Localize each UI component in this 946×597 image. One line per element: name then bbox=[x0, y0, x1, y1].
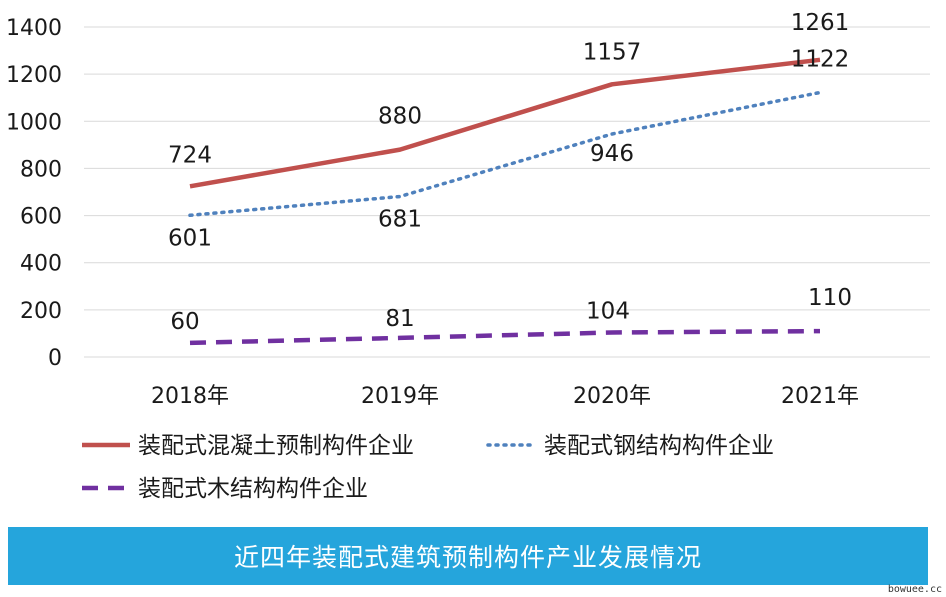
y-tick-label: 1000 bbox=[6, 110, 62, 135]
x-tick-label: 2020年 bbox=[573, 384, 651, 409]
data-label: 110 bbox=[808, 285, 852, 311]
y-tick-label: 1400 bbox=[6, 16, 62, 41]
legend-label-2: 装配式钢结构构件企业 bbox=[544, 433, 774, 459]
data-label: 880 bbox=[378, 104, 422, 130]
data-label: 681 bbox=[378, 206, 422, 232]
series-line-1 bbox=[189, 57, 821, 189]
y-tick-label: 1200 bbox=[6, 63, 62, 88]
data-labels: 724 880 1157 1261 601 681 946 1122 60 81 104 110 bbox=[168, 10, 852, 335]
data-label: 81 bbox=[385, 306, 414, 332]
legend-label-3: 装配式木结构构件企业 bbox=[138, 476, 368, 502]
legend-label-1: 装配式混凝土预制构件企业 bbox=[138, 433, 414, 459]
y-tick-label: 400 bbox=[20, 252, 62, 277]
data-label: 1122 bbox=[791, 47, 850, 73]
data-label: 724 bbox=[168, 142, 212, 168]
series-line-3 bbox=[189, 328, 821, 346]
data-label: 946 bbox=[590, 141, 634, 167]
gridlines bbox=[84, 26, 930, 358]
caption-banner: 近四年装配式建筑预制构件产业发展情况 bbox=[8, 527, 928, 585]
data-label: 601 bbox=[168, 225, 212, 251]
data-label: 60 bbox=[170, 309, 199, 335]
x-tick-label: 2021年 bbox=[781, 384, 859, 409]
y-tick-label: 0 bbox=[48, 346, 62, 371]
data-label: 1261 bbox=[791, 10, 850, 36]
x-axis-tick-labels: 2018年 2019年 2020年 2021年 bbox=[151, 384, 859, 409]
y-tick-label: 600 bbox=[20, 205, 62, 230]
y-tick-label: 800 bbox=[20, 157, 62, 182]
data-label: 104 bbox=[586, 298, 630, 324]
series-line-2 bbox=[188, 90, 822, 218]
watermark: bowuee.cc bbox=[887, 584, 942, 595]
x-tick-label: 2019年 bbox=[361, 384, 439, 409]
data-label: 1157 bbox=[583, 39, 642, 65]
line-chart: 0 200 400 600 800 1000 1200 1400 2018年 2019年 2020… bbox=[6, 10, 930, 502]
series-lines bbox=[188, 57, 822, 346]
x-tick-label: 2018年 bbox=[151, 384, 229, 409]
y-tick-label: 200 bbox=[20, 299, 62, 324]
y-axis-tick-labels: 0 200 400 600 800 1000 1200 1400 bbox=[6, 16, 62, 371]
